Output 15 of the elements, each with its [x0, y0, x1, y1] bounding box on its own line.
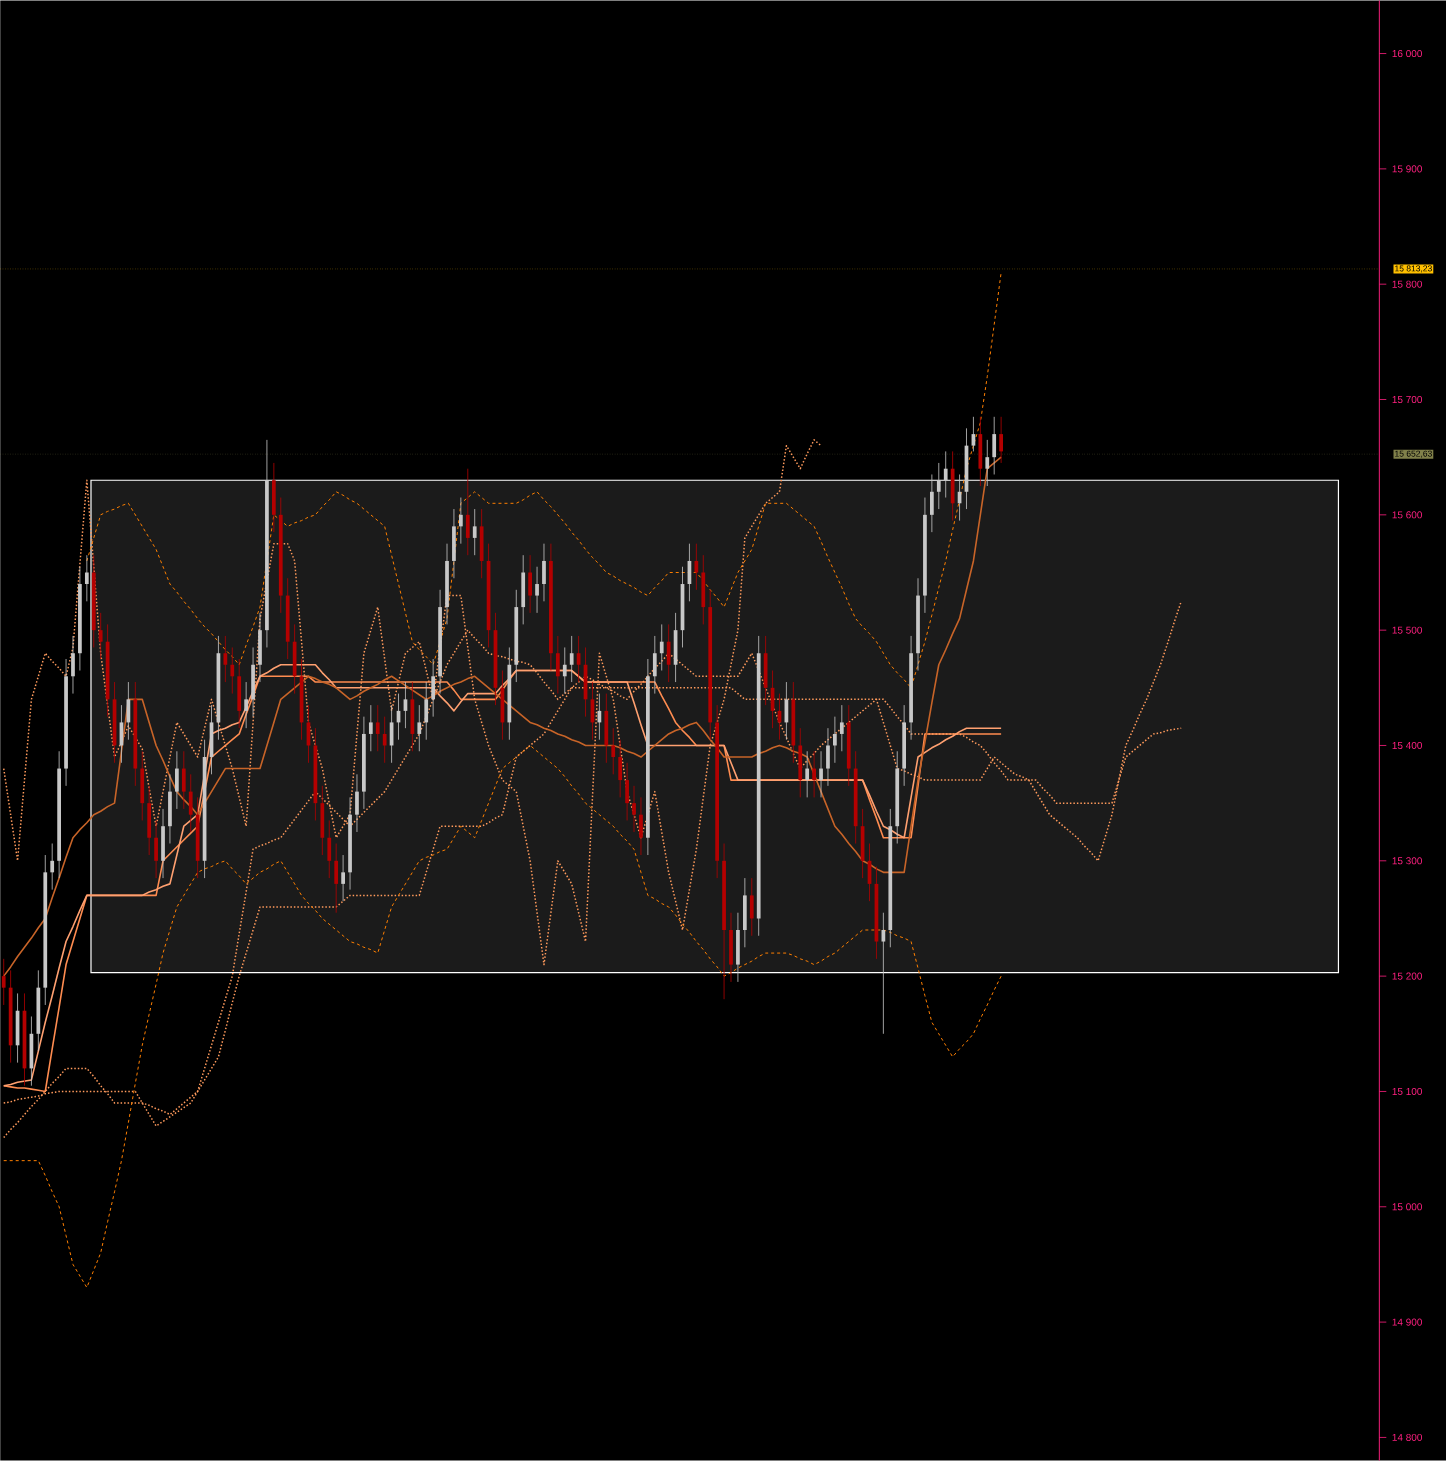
y-tick-label: 15 500	[1392, 626, 1422, 634]
y-tick-label: 14 800	[1392, 1433, 1422, 1441]
y-tick-label: 15 800	[1392, 280, 1422, 288]
y-tick-label: 15 400	[1392, 741, 1422, 750]
y-tick-label: 15 700	[1392, 395, 1422, 404]
y-tick-label: 15 100	[1392, 1087, 1422, 1095]
y-tick-label: 14 900	[1392, 1318, 1422, 1326]
y-tick-label: 15 300	[1392, 857, 1422, 865]
y-tick-label: 15 900	[1392, 165, 1422, 173]
y-tick-label: 16 000	[1392, 50, 1422, 58]
y-tick-label: 15 200	[1392, 972, 1422, 980]
y-tick-label: 15 600	[1392, 511, 1422, 519]
y-tick-label: 15 000	[1392, 1203, 1422, 1211]
ref-line-label: 15 813,23	[1395, 265, 1432, 273]
ref-line-label: 15 652,63	[1395, 450, 1432, 458]
